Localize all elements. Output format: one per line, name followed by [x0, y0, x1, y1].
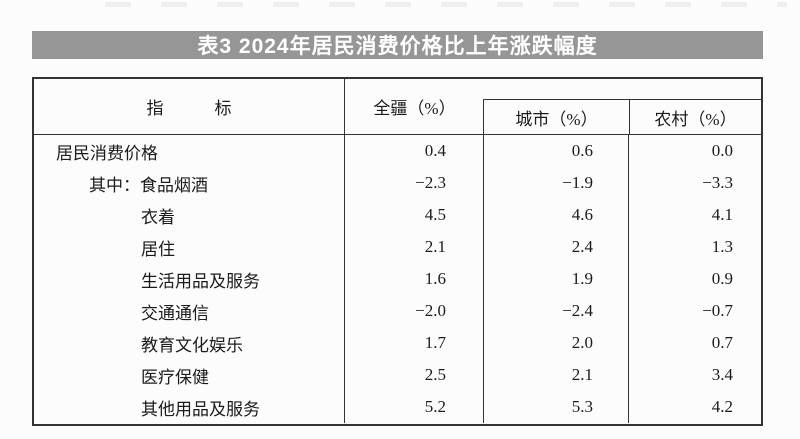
header-rural: 农村（%） — [654, 109, 737, 129]
table-row: 衣着 4.5 4.6 4.1 — [34, 199, 761, 231]
value-rural: 1.3 — [711, 237, 733, 256]
table-title: 表3 2024年居民消费价格比上年涨跌幅度 — [197, 35, 598, 58]
value-city: 2.1 — [484, 359, 629, 391]
value-region: 5.2 — [345, 391, 484, 423]
value-region: 1.7 — [345, 327, 484, 359]
cropped-text-artifact — [105, 2, 787, 7]
indicator-cell: 生活用品及服务 — [34, 263, 345, 295]
value-city: −2.4 — [484, 295, 629, 327]
header-city: 城市（%） — [484, 100, 630, 134]
table-row: 生活用品及服务 1.6 1.9 0.9 — [34, 263, 761, 295]
value-city: 0.6 — [484, 135, 629, 167]
table-header-row: 指 标 全疆（%） 城市（%） 农村（%） — [34, 79, 761, 135]
value-rural: 3.4 — [711, 365, 733, 384]
value-region: 2.1 — [345, 231, 484, 263]
header-subgroup-box: 城市（%） 农村（%） — [483, 99, 761, 134]
value-city: 5.3 — [484, 391, 629, 423]
value-rural: 4.2 — [711, 397, 733, 416]
table-title-bar: 表3 2024年居民消费价格比上年涨跌幅度 — [32, 31, 763, 59]
indicator-cell: 医疗保健 — [34, 359, 345, 391]
indicator-cell: 教育文化娱乐 — [34, 327, 345, 359]
indicator-cell: 其中：食品烟酒 — [34, 167, 345, 199]
value-region: −2.3 — [345, 167, 484, 199]
value-rural: 0.9 — [711, 269, 733, 288]
value-region: 4.5 — [345, 199, 484, 231]
value-city: 1.9 — [484, 263, 629, 295]
table-row: 其他用品及服务 5.2 5.3 4.2 — [34, 391, 761, 423]
table-row: 居民消费价格 0.4 0.6 0.0 — [34, 135, 761, 167]
indicator-cell: 其他用品及服务 — [34, 391, 345, 423]
value-region: 0.4 — [345, 135, 484, 167]
value-rural: −0.7 — [702, 301, 733, 320]
indicator-cell: 居民消费价格 — [34, 135, 345, 167]
value-rural: 0.0 — [711, 141, 733, 160]
cpi-table: 指 标 全疆（%） 城市（%） 农村（%） 居民消费价格 0.4 0.6 0.0… — [32, 77, 763, 426]
table-row: 其中：食品烟酒 −2.3 −1.9 −3.3 — [34, 167, 761, 199]
value-city: 2.4 — [484, 231, 629, 263]
table-row: 居住 2.1 2.4 1.3 — [34, 231, 761, 263]
table-body: 居民消费价格 0.4 0.6 0.0 其中：食品烟酒 −2.3 −1.9 −3.… — [34, 135, 761, 423]
table-row: 医疗保健 2.5 2.1 3.4 — [34, 359, 761, 391]
value-city: 2.0 — [484, 327, 629, 359]
indicator-cell: 居住 — [34, 231, 345, 263]
value-region: 1.6 — [345, 263, 484, 295]
indicator-cell: 交通通信 — [34, 295, 345, 327]
table-row: 教育文化娱乐 1.7 2.0 0.7 — [34, 327, 761, 359]
value-rural: 4.1 — [711, 205, 733, 224]
value-rural: 0.7 — [711, 333, 733, 352]
header-indicator: 指 标 — [34, 79, 345, 134]
header-region: 全疆（%） — [373, 99, 456, 118]
value-region: −2.0 — [345, 295, 484, 327]
value-city: −1.9 — [484, 167, 629, 199]
indicator-cell: 衣着 — [34, 199, 345, 231]
value-region: 2.5 — [345, 359, 484, 391]
value-city: 4.6 — [484, 199, 629, 231]
table-row: 交通通信 −2.0 −2.4 −0.7 — [34, 295, 761, 327]
value-rural: −3.3 — [702, 173, 733, 192]
